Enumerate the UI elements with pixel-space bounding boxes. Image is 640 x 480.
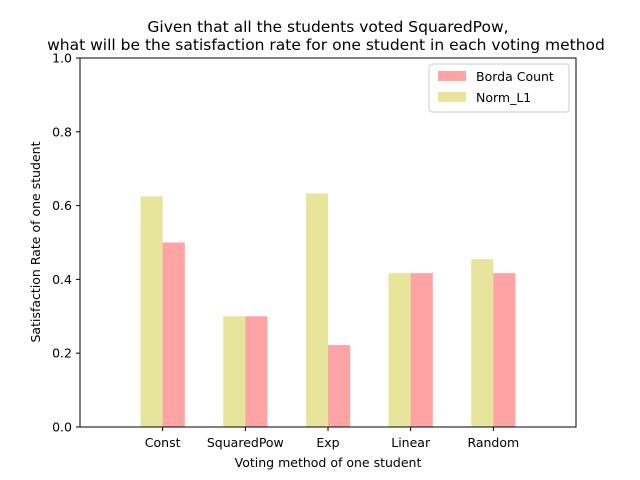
- bar-borda-count-random: [493, 273, 516, 427]
- x-tick-label: Random: [467, 435, 519, 450]
- x-tick-label: Linear: [391, 435, 431, 450]
- y-tick-label: 0.2: [52, 346, 72, 361]
- legend-swatch: [438, 71, 466, 81]
- bars-group: [140, 193, 516, 427]
- chart-title: Given that all the students voted Square…: [147, 18, 508, 36]
- plot-frame: [79, 57, 577, 428]
- bar-borda-count-exp: [328, 345, 351, 427]
- legend: Borda Count Norm_L1: [428, 63, 570, 113]
- bar-norm-l1-const: [140, 196, 163, 427]
- bar-norm-l1-random: [471, 259, 494, 427]
- bar-norm-l1-exp: [305, 193, 328, 427]
- x-tick-label: SquaredPow: [207, 435, 284, 450]
- y-tick-label: 0.6: [52, 198, 72, 213]
- bar-norm-l1-squaredpow: [223, 316, 246, 427]
- x-ticks-group: Const SquaredPow Exp Linear Random: [145, 427, 519, 450]
- bar-borda-count-const: [162, 242, 185, 427]
- y-axis-label: Satisfaction Rate of one student: [28, 141, 43, 342]
- y-tick-label: 1.0: [52, 51, 72, 66]
- y-tick-label: 0.4: [52, 272, 72, 287]
- legend-label: Borda Count: [476, 69, 554, 84]
- bar-borda-count-linear: [410, 273, 433, 427]
- y-ticks-group: 0.0 0.2 0.4 0.6 0.8 1.0: [52, 51, 80, 435]
- legend-swatch: [438, 92, 466, 102]
- bar-borda-count-squaredpow: [245, 316, 268, 427]
- chart-subtitle: what will be the satisfaction rate for o…: [47, 36, 605, 54]
- bar-norm-l1-linear: [388, 273, 411, 427]
- x-tick-label: Const: [145, 435, 181, 450]
- y-tick-label: 0.8: [52, 124, 72, 139]
- x-tick-label: Exp: [316, 435, 339, 450]
- legend-label: Norm_L1: [476, 90, 531, 105]
- x-axis-label: Voting method of one student: [235, 455, 422, 470]
- y-tick-label: 0.0: [52, 420, 72, 435]
